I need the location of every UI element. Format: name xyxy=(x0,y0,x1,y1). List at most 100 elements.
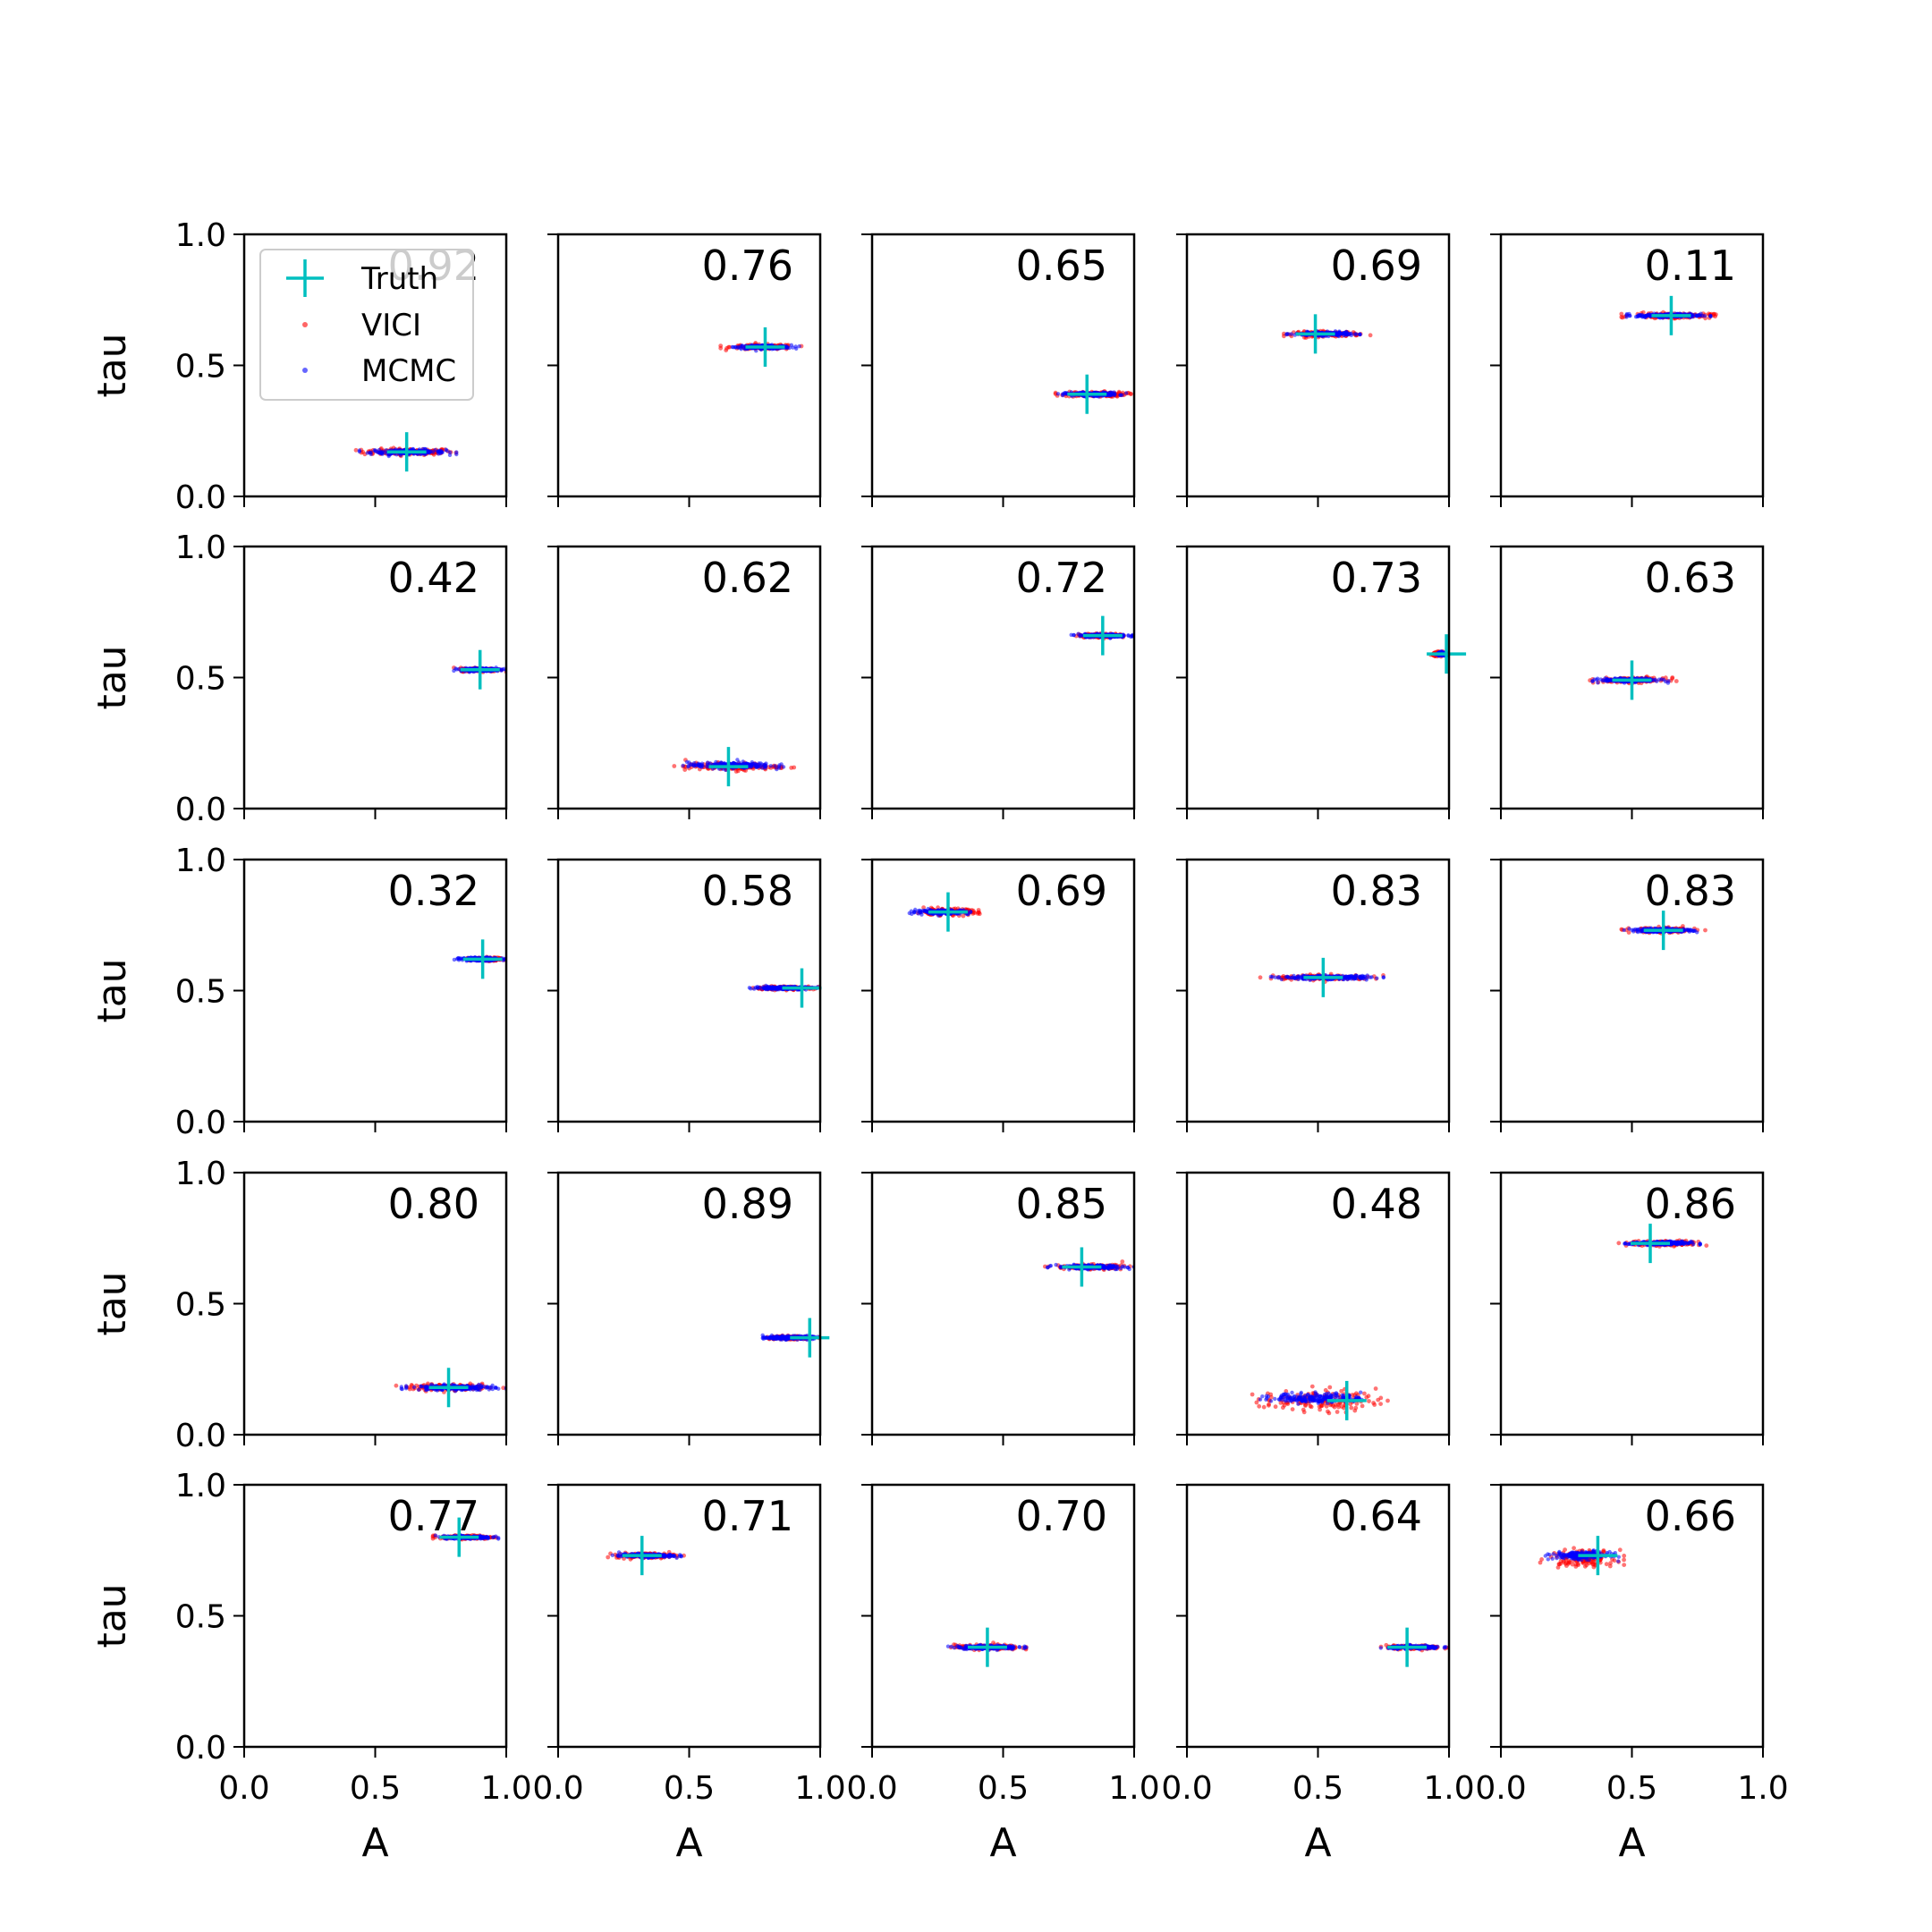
mcmc-samples-point xyxy=(425,448,430,453)
truth-marker xyxy=(745,326,785,367)
mcmc-samples-point xyxy=(907,911,911,916)
legend-label: VICI xyxy=(361,308,421,343)
panel-score: 0.32 xyxy=(388,867,479,915)
truth-marker xyxy=(1427,634,1467,674)
truth-marker xyxy=(928,892,968,932)
vici-samples-point xyxy=(1619,311,1624,317)
vici-samples-point xyxy=(961,913,966,919)
mcmc-samples-point xyxy=(1124,391,1129,395)
mcmc-samples-point xyxy=(777,766,782,770)
mcmc-samples-point xyxy=(781,765,786,769)
mcmc-samples-point xyxy=(919,910,925,914)
panel-score: 0.69 xyxy=(1331,242,1422,290)
mcmc-samples-point xyxy=(686,763,691,768)
y-tick-label: 0.5 xyxy=(175,974,226,1011)
mcmc-samples-point xyxy=(791,345,795,350)
mcmc-samples-point xyxy=(1055,392,1061,396)
mcmc-samples-point xyxy=(749,987,753,991)
panel-score: 0.11 xyxy=(1645,242,1736,290)
mcmc-samples-point xyxy=(1695,314,1699,318)
truth-marker xyxy=(386,432,427,472)
mcmc-samples-point xyxy=(773,764,777,768)
panel-10: 0.63 xyxy=(1490,545,1765,819)
panel-14: 0.83 xyxy=(1176,858,1451,1132)
mcmc-samples-point xyxy=(1284,332,1290,336)
mcmc-samples-point xyxy=(706,760,710,765)
vici-samples-point xyxy=(1674,679,1679,683)
mcmc-samples-point xyxy=(1596,681,1600,685)
mcmc-samples-point xyxy=(1276,976,1281,980)
vici-samples-point xyxy=(1670,676,1674,681)
mcmc-samples-point xyxy=(1360,975,1364,980)
vici-samples-point xyxy=(1620,315,1625,320)
y-tick-label: 0.5 xyxy=(175,661,226,698)
vici-samples-point xyxy=(718,343,724,348)
mcmc-samples-point xyxy=(926,906,930,911)
truth-marker xyxy=(1295,314,1335,354)
mcmc-samples-point xyxy=(1270,975,1275,979)
mcmc-samples-point xyxy=(1623,681,1627,685)
mcmc-samples-point xyxy=(430,450,436,454)
panel-score: 0.42 xyxy=(388,554,479,602)
mcmc-samples-point xyxy=(1354,973,1360,979)
mcmc-samples-point xyxy=(1279,977,1284,982)
y-tick-label: 1.0 xyxy=(175,217,226,254)
mcmc-samples-point xyxy=(444,447,448,452)
mcmc-samples-point xyxy=(1076,631,1080,636)
mcmc-samples-point xyxy=(1345,975,1350,979)
mcmc-samples xyxy=(681,758,786,773)
mcmc-samples-point xyxy=(1690,313,1695,318)
truth-marker xyxy=(782,968,822,1008)
mcmc-samples-point xyxy=(454,450,459,454)
truth-marker xyxy=(1612,660,1652,700)
mcmc-samples-point xyxy=(696,763,701,768)
truth-marker xyxy=(462,939,503,979)
mcmc-samples-point xyxy=(1640,314,1645,318)
panel-score: 0.63 xyxy=(1645,554,1736,602)
mcmc-samples-point xyxy=(1364,976,1369,980)
panel-4: 0.69 xyxy=(1176,233,1451,507)
mcmc-samples-point xyxy=(1352,332,1358,336)
legend-box xyxy=(259,249,474,401)
mcmc-samples-point xyxy=(769,987,774,991)
mcmc-samples-point xyxy=(736,344,741,350)
mcmc-samples-point xyxy=(502,956,506,962)
panel-score: 0.58 xyxy=(702,867,793,915)
vici-samples-point xyxy=(1368,333,1373,338)
panel-score: 0.83 xyxy=(1331,867,1422,915)
mcmc-samples-point xyxy=(439,449,444,453)
mcmc-samples-point xyxy=(1702,314,1707,318)
mcmc-samples-point xyxy=(1600,678,1606,683)
mcmc-samples-point xyxy=(369,452,373,456)
mcmc-samples-point xyxy=(687,760,691,765)
legend-entry-mcmc: MCMC xyxy=(302,353,456,389)
truth-marker xyxy=(1651,295,1691,335)
mcmc-samples-point xyxy=(1657,677,1662,682)
vici-samples-point xyxy=(792,765,797,770)
truth-marker xyxy=(1082,615,1123,656)
mcmc-samples-point xyxy=(735,758,740,762)
mcmc-samples-point xyxy=(1072,632,1076,638)
panel-13: 0.69 xyxy=(861,858,1136,1132)
mcmc-samples-point xyxy=(357,449,362,454)
mcmc-samples-point xyxy=(453,666,458,671)
mcmc-samples-point xyxy=(753,985,758,990)
mcmc-samples-point xyxy=(1289,332,1294,336)
mcmc-samples-point xyxy=(1061,393,1065,398)
legend-label: MCMC xyxy=(361,353,456,389)
panel-score: 0.73 xyxy=(1331,554,1422,602)
mcmc-samples-point xyxy=(1106,392,1111,397)
mcmc-samples-point xyxy=(447,453,453,457)
vici-samples-point xyxy=(976,908,981,912)
y-tick-label: 1.0 xyxy=(175,843,226,879)
panel-score: 0.62 xyxy=(702,554,793,602)
legend-label: Truth xyxy=(360,261,438,297)
vici-samples-point xyxy=(672,764,677,768)
vici-samples-point xyxy=(724,348,729,352)
mcmc-samples-point xyxy=(1293,976,1299,980)
vici-samples-point xyxy=(353,447,359,453)
mcmc-samples-point xyxy=(1624,313,1629,318)
mcmc-samples-point xyxy=(1289,976,1294,980)
